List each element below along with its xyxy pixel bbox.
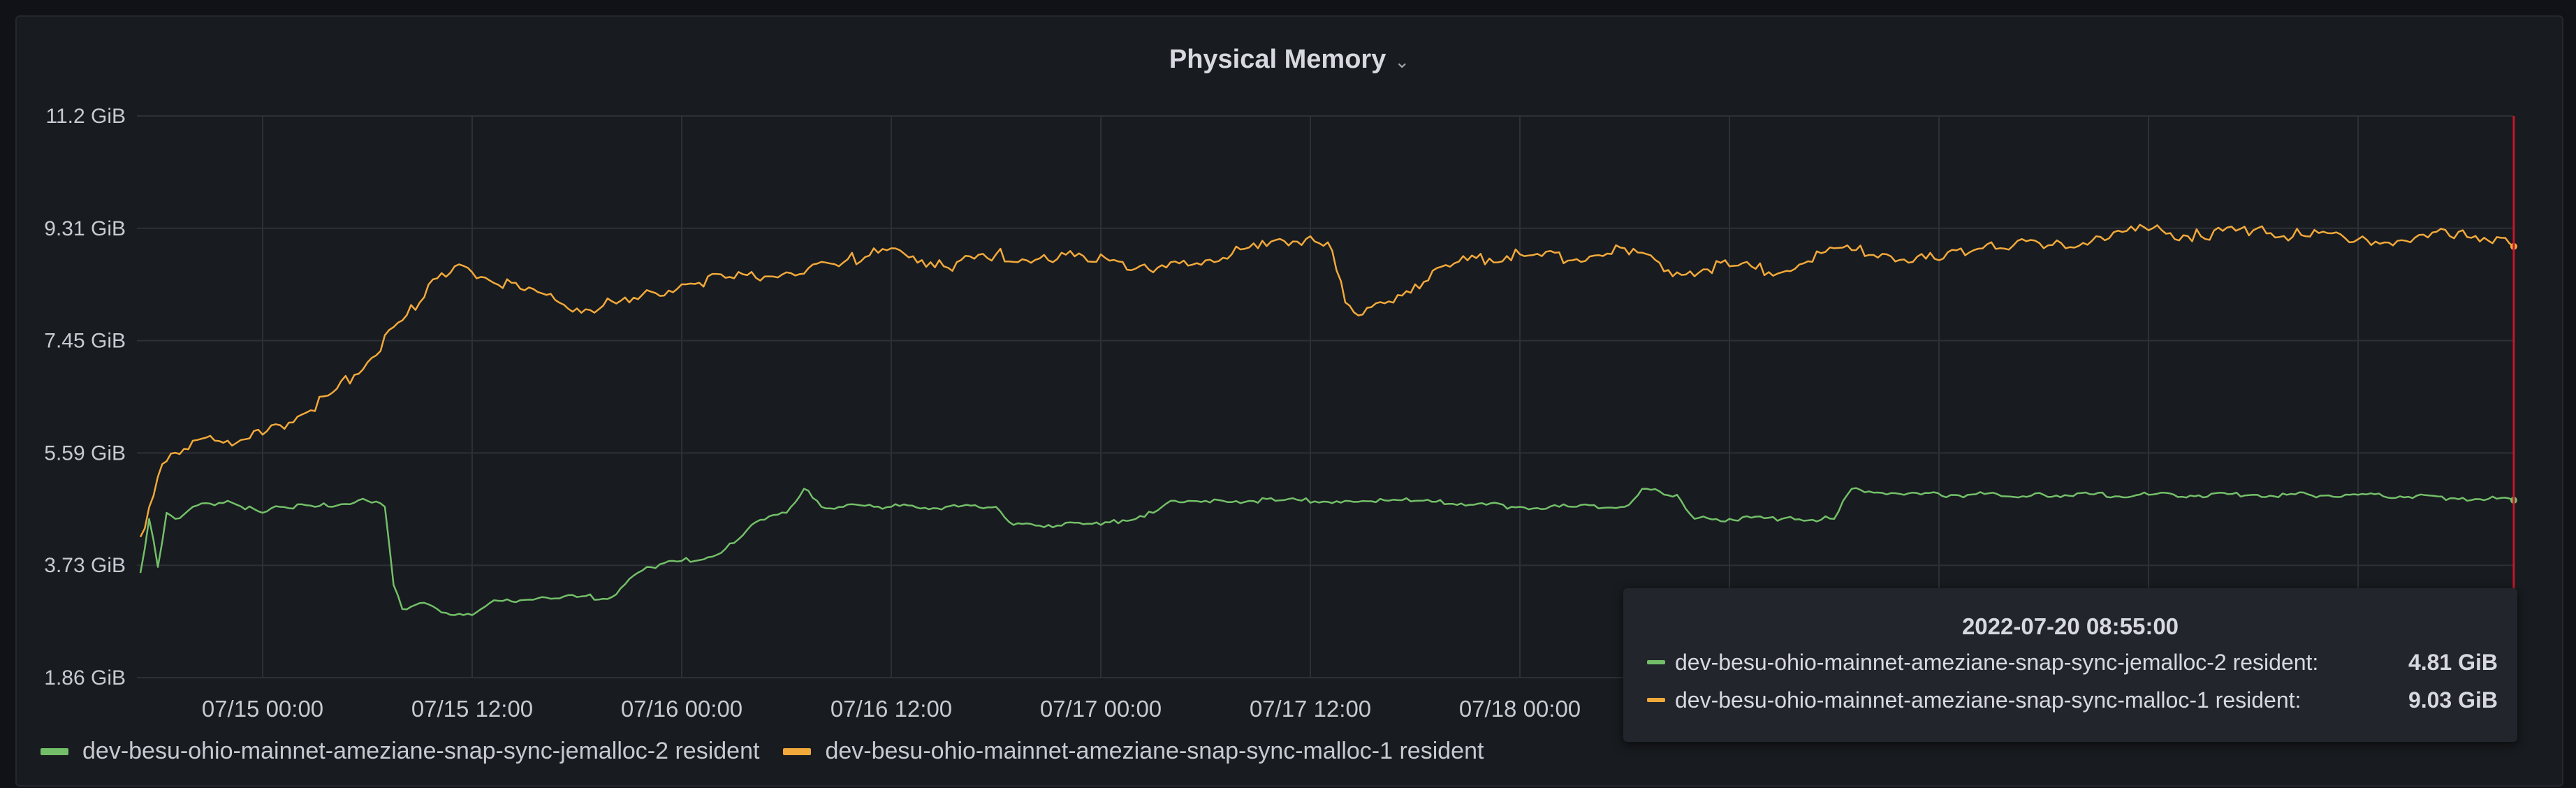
tooltip-series-name: dev-besu-ohio-mainnet-ameziane-snap-sync…: [1675, 649, 2319, 675]
x-tick-label: 07/17 12:00: [1250, 696, 1371, 722]
hover-tooltip: 2022-07-20 08:55:00 dev-besu-ohio-mainne…: [1623, 588, 2517, 742]
tooltip-row: dev-besu-ohio-mainnet-ameziane-snap-sync…: [1647, 686, 2498, 714]
tooltip-series-value: 4.81 GiB: [2408, 649, 2498, 675]
panel-title[interactable]: Physical Memory: [1169, 45, 1386, 74]
x-tick-label: 07/16 00:00: [621, 696, 742, 722]
legend-swatch-green: [41, 747, 68, 755]
x-tick-label: 07/15 12:00: [411, 696, 533, 722]
legend-item-jemalloc[interactable]: dev-besu-ohio-mainnet-ameziane-snap-sync…: [41, 738, 759, 765]
panel-header[interactable]: Physical Memory ⌄: [17, 45, 2562, 75]
tooltip-swatch-orange: [1647, 698, 1665, 702]
x-axis: 07/15 00:00 07/15 12:00 07/16 00:00 07/16 1…: [202, 696, 1581, 722]
series-line-1: [139, 224, 2515, 538]
tooltip-series-value: 9.03 GiB: [2408, 687, 2498, 713]
x-tick-label: 07/15 00:00: [202, 696, 323, 722]
y-tick-label: 3.73 GiB: [44, 554, 126, 577]
series-line-0: [139, 487, 2515, 616]
tooltip-row: dev-besu-ohio-mainnet-ameziane-snap-sync…: [1647, 648, 2498, 676]
y-tick-label: 5.59 GiB: [44, 442, 126, 465]
legend: dev-besu-ohio-mainnet-ameziane-snap-sync…: [41, 738, 1484, 765]
x-tick-label: 07/17 00:00: [1040, 696, 1162, 722]
chevron-down-icon[interactable]: ⌄: [1394, 51, 1410, 72]
legend-swatch-orange: [783, 747, 812, 755]
tooltip-series-name: dev-besu-ohio-mainnet-ameziane-snap-sync…: [1675, 687, 2301, 713]
legend-label: dev-besu-ohio-mainnet-ameziane-snap-sync…: [82, 738, 760, 764]
grid: [137, 115, 2513, 678]
y-tick-label: 7.45 GiB: [44, 330, 126, 353]
legend-item-malloc[interactable]: dev-besu-ohio-mainnet-ameziane-snap-sync…: [783, 738, 1484, 765]
y-tick-label: 11.2 GiB: [45, 105, 126, 128]
series-lines: [139, 224, 2517, 616]
legend-label: dev-besu-ohio-mainnet-ameziane-snap-sync…: [825, 738, 1484, 764]
tooltip-time: 2022-07-20 08:55:00: [1961, 613, 2179, 639]
x-tick-label: 07/16 12:00: [830, 696, 952, 722]
y-axis: 1.86 GiB 3.73 GiB 5.59 GiB 7.45 GiB 9.31 GiB…: [44, 105, 126, 690]
y-tick-label: 9.31 GiB: [44, 217, 126, 240]
y-tick-label: 1.86 GiB: [44, 666, 126, 690]
tooltip-swatch-green: [1647, 660, 1665, 664]
x-tick-label: 07/18 00:00: [1459, 696, 1581, 722]
